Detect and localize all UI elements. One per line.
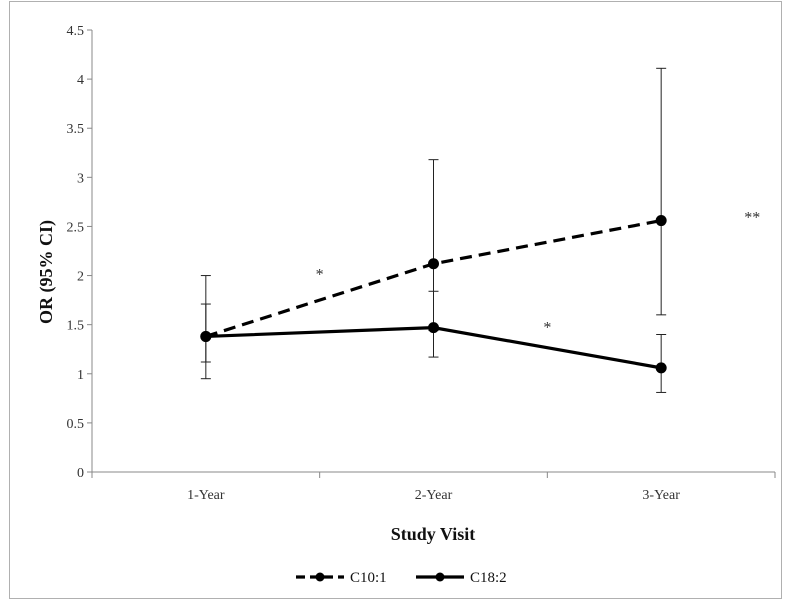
y-tick-label: 1.5 [67,319,85,334]
axes [91,30,775,473]
legend-label: C10:1 [350,570,387,586]
data-point [200,330,212,342]
data-point [428,322,439,334]
chart-frame [9,1,782,599]
y-tick-label: 3.5 [67,122,85,137]
data-point [655,215,667,227]
x-tick-label: 1-Year [187,488,225,503]
data-point [655,362,667,374]
y-ticks: 0 0.5 1 1.5 2 2.5 3 3.5 4 4.5 [67,24,92,481]
y-axis-title: OR (95% CI) [36,220,57,324]
significance-marker: * [316,267,324,284]
x-tick-label: 2-Year [415,488,453,503]
error-bars [200,67,667,393]
y-tick-label: 2 [77,270,84,285]
data-point [428,258,439,270]
y-tick-label: 1 [77,368,84,383]
y-tick-label: 0.5 [67,417,85,432]
data-points [200,215,667,374]
significance-marker: * [543,320,551,337]
y-tick-label: 3 [77,171,84,186]
y-tick-label: 4.5 [67,24,85,39]
significance-marker: ** [744,210,760,227]
annotations: **** [316,210,761,337]
y-tick-label: 2.5 [67,220,85,235]
y-tick-label: 0 [77,466,84,481]
y-tick-label: 4 [77,73,84,88]
legend-marker [435,572,445,582]
legend-label: C18:2 [470,570,507,586]
legend: C10:1 C18:2 [296,570,507,586]
legend-marker [315,572,325,582]
x-axis-title: Study Visit [391,524,476,544]
x-tick-label: 3-Year [642,488,680,503]
x-ticks: 1-Year 2-Year 3-Year [91,472,776,503]
